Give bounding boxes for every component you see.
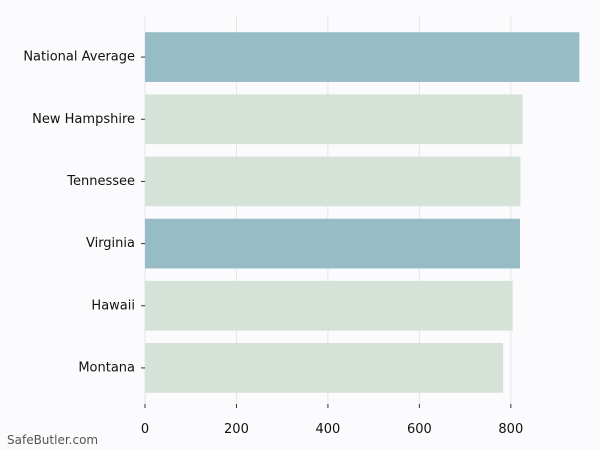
bar <box>145 218 520 269</box>
x-tick-label: 600 <box>407 422 432 437</box>
bar <box>145 32 580 82</box>
bar <box>145 280 513 331</box>
x-tick-label: 800 <box>498 422 523 437</box>
bar <box>145 94 523 145</box>
category-label: Montana <box>78 360 135 375</box>
watermark-text: SafeButler.com <box>7 433 99 447</box>
x-tick-label: 0 <box>141 422 149 437</box>
x-tick-label: 200 <box>224 422 249 437</box>
category-label: Tennessee <box>66 174 135 189</box>
category-label: New Hampshire <box>32 112 135 127</box>
bar <box>145 343 504 393</box>
category-label: Virginia <box>86 236 135 251</box>
x-tick-label: 400 <box>316 422 341 437</box>
bar <box>145 156 521 207</box>
category-label: National Average <box>23 50 135 65</box>
category-label: Hawaii <box>91 298 135 313</box>
